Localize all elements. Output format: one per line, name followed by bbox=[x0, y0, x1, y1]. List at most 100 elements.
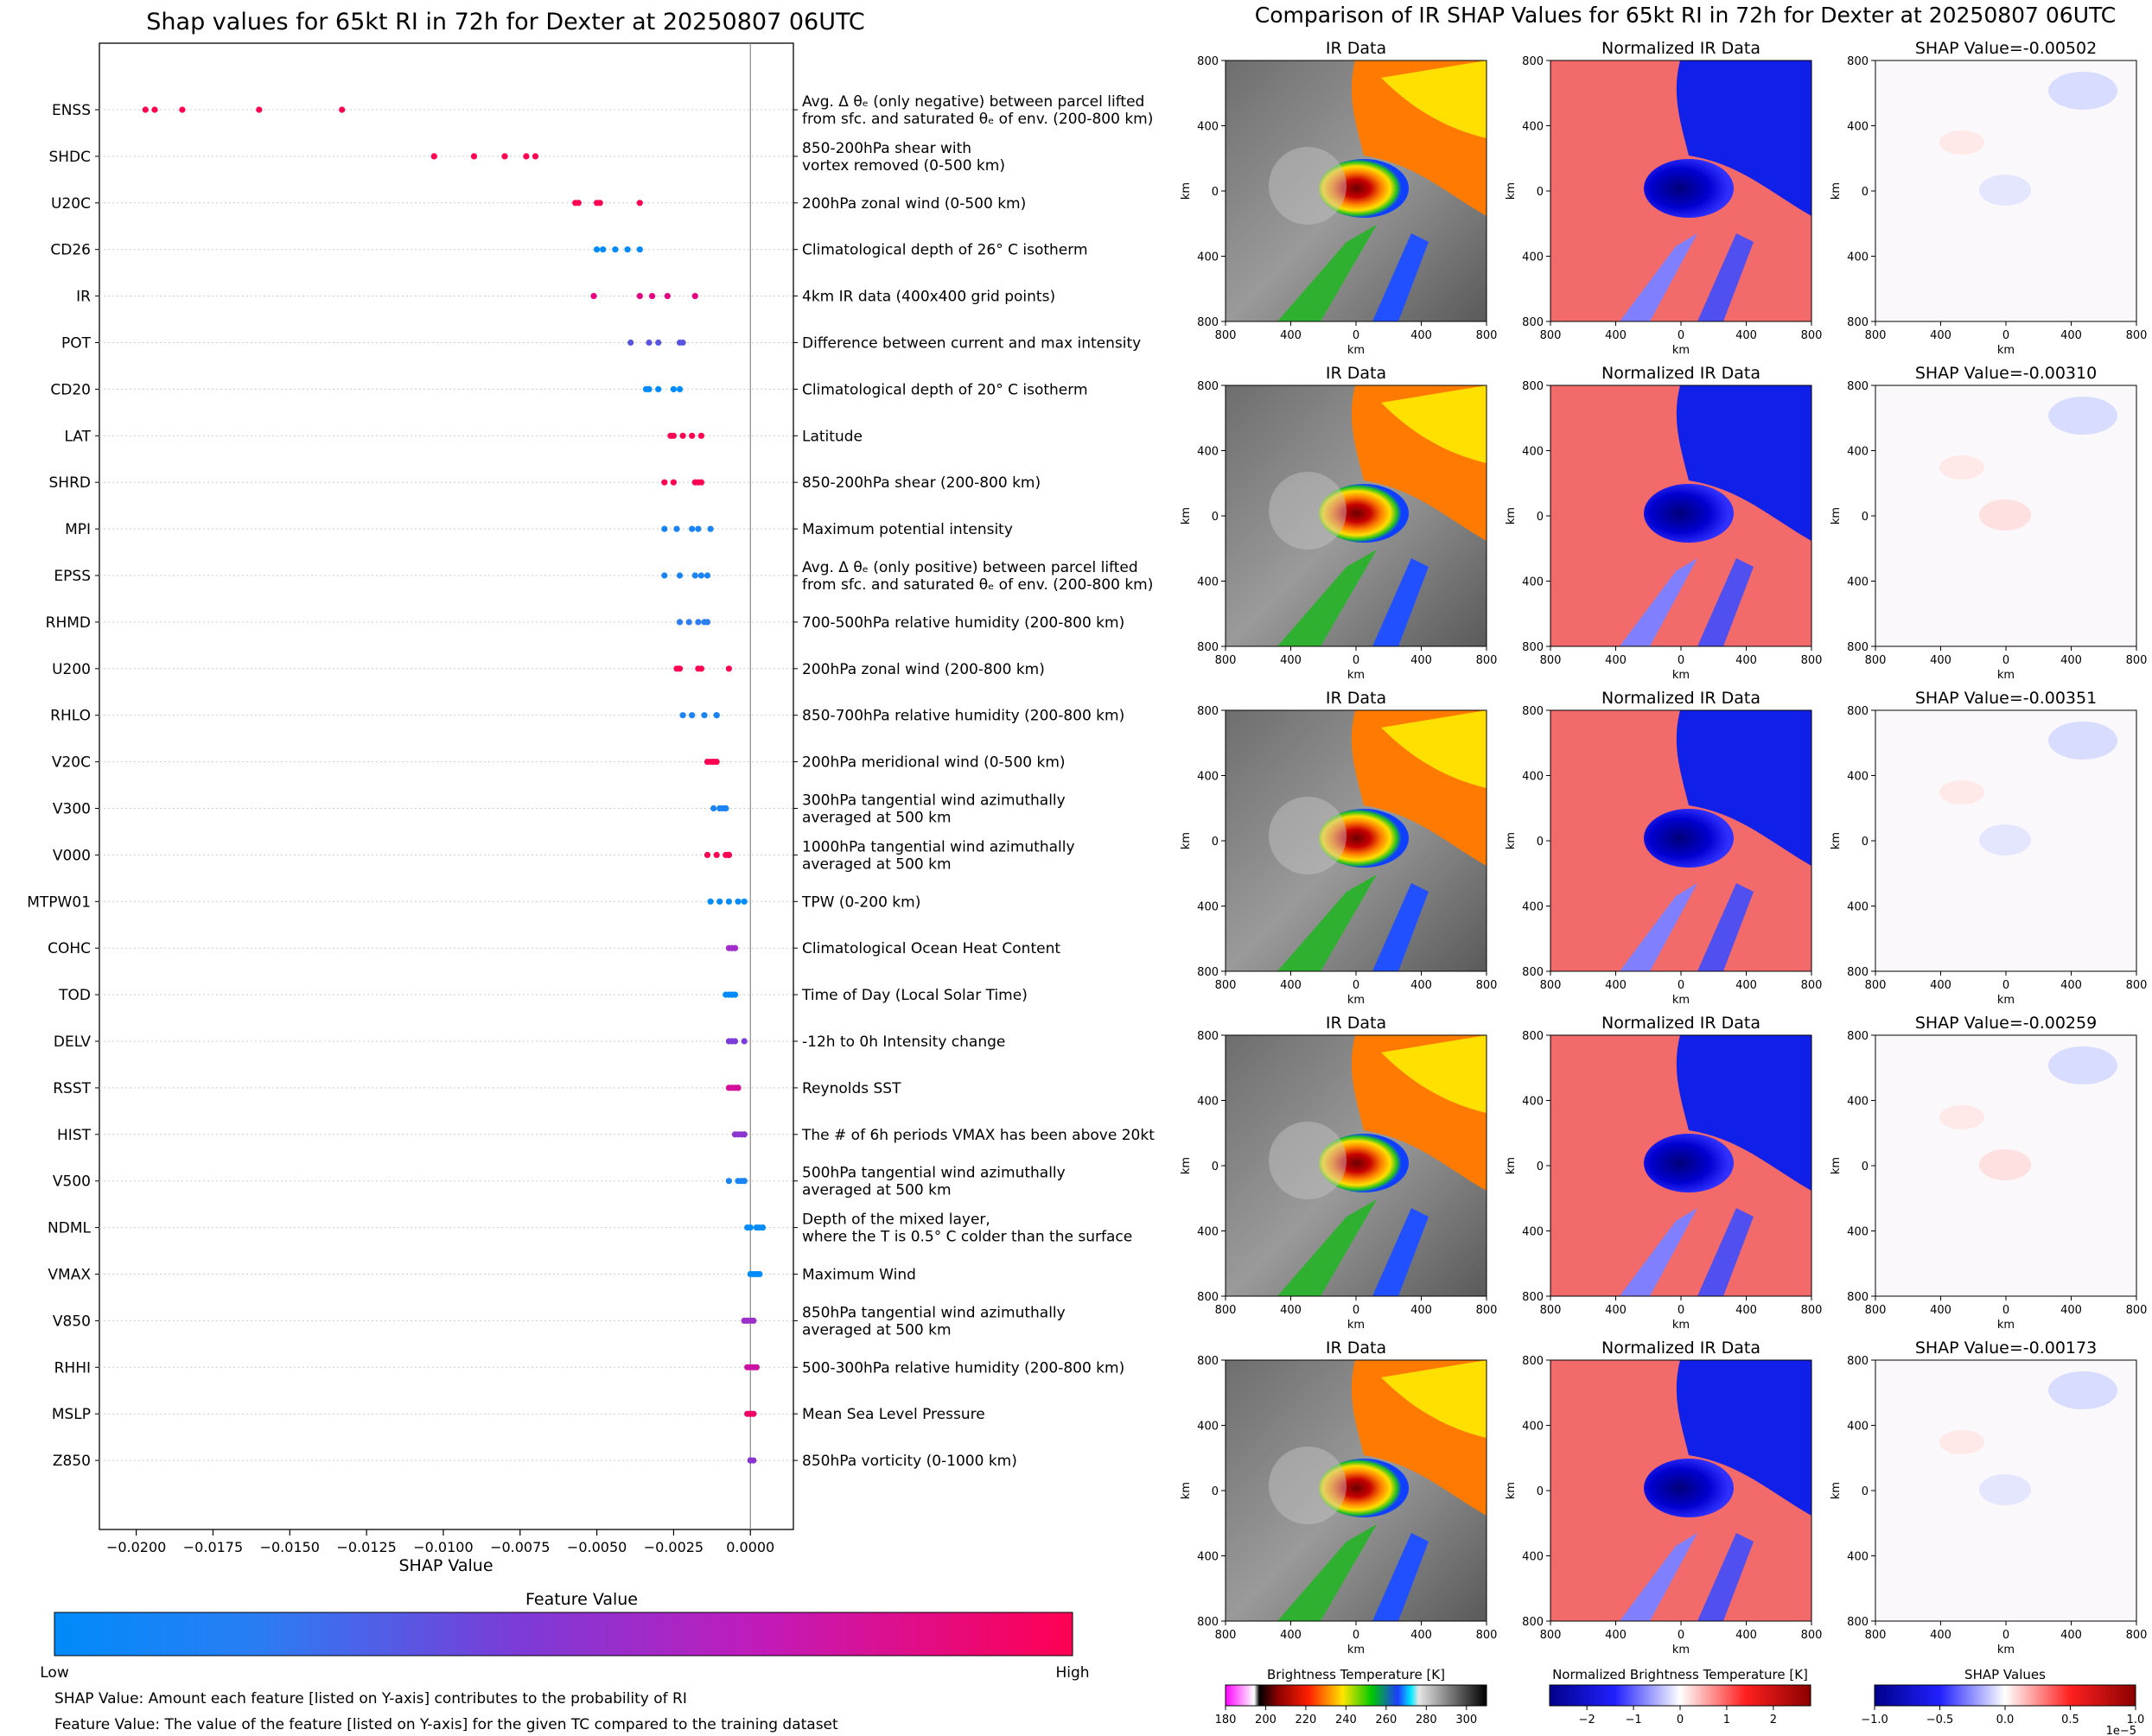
ir-rainband-south bbox=[1372, 1533, 1429, 1621]
shap-point bbox=[679, 339, 686, 347]
y-tick-label: 800 bbox=[1197, 380, 1219, 393]
x-axis-label: km bbox=[1347, 1319, 1365, 1332]
x-tick-label: 400 bbox=[1605, 1629, 1627, 1642]
y-tick-label: 800 bbox=[1197, 1355, 1219, 1368]
shap-point bbox=[735, 1084, 742, 1091]
feature-rows: ENSS Avg. Δ θₑ (only negative) between pa… bbox=[27, 93, 1155, 1470]
shap-point bbox=[691, 572, 698, 579]
x-tick-label: −0.0175 bbox=[183, 1539, 243, 1555]
bt-colorbar-bar bbox=[1225, 1684, 1487, 1707]
shap-point bbox=[759, 1224, 767, 1231]
y-axis-label: km bbox=[1180, 507, 1193, 525]
x-tick-label: 400 bbox=[1280, 654, 1302, 667]
norm-rainband-south bbox=[1697, 558, 1754, 646]
shap-point bbox=[750, 1457, 757, 1464]
feature-description: Reynolds SST bbox=[802, 1080, 901, 1097]
x-tick-label: 0 bbox=[1678, 979, 1684, 992]
y-tick-label: 800 bbox=[1847, 380, 1869, 393]
ir-swirl bbox=[1269, 1447, 1347, 1524]
x-axis-label: km bbox=[1997, 1644, 2015, 1657]
x-tick-label: 800 bbox=[1540, 979, 1562, 992]
x-tick-label: 800 bbox=[2126, 1304, 2148, 1317]
y-tick-label: 800 bbox=[1522, 380, 1544, 393]
panel-title: SHAP Value=-0.00310 bbox=[1915, 364, 2097, 383]
shap-point bbox=[725, 851, 733, 859]
ir-cloud-top bbox=[1381, 1360, 1487, 1438]
ir-swirl bbox=[1269, 147, 1347, 225]
y-tick-label: 800 bbox=[1847, 641, 1869, 654]
feature-description: Maximum potential intensity bbox=[802, 521, 1013, 538]
x-tick-label: 0 bbox=[1353, 329, 1359, 342]
feature-row: TOD Time of Day (Local Solar Time) bbox=[58, 987, 1028, 1004]
shap-point bbox=[741, 1131, 748, 1138]
y-tick-label: 400 bbox=[1522, 1096, 1544, 1109]
shap-point bbox=[689, 712, 696, 719]
norm-cold-region bbox=[1676, 710, 1811, 866]
shap-center-blob bbox=[1979, 824, 2031, 855]
ir-swirl bbox=[1269, 1122, 1347, 1199]
x-tick-label: 800 bbox=[1865, 329, 1887, 342]
y-tick-label: 400 bbox=[1197, 1421, 1219, 1434]
x-tick-label: 400 bbox=[1280, 1629, 1302, 1642]
ir-cloud-top bbox=[1381, 60, 1487, 138]
y-axis-label: km bbox=[1830, 1157, 1843, 1174]
x-tick-label: 800 bbox=[1215, 654, 1237, 667]
shap-point bbox=[697, 665, 705, 672]
feature-description: The # of 6h periods VMAX has been above … bbox=[801, 1127, 1155, 1144]
shap-negative-blob bbox=[2048, 72, 2117, 110]
shap-point bbox=[670, 479, 678, 486]
ir-cloud-top bbox=[1381, 1035, 1487, 1113]
x-axis-label: km bbox=[1997, 1319, 2015, 1332]
feature-name-label: MSLP bbox=[52, 1406, 91, 1423]
norm-storm-core bbox=[1644, 1134, 1734, 1192]
feature-description: Climatological Ocean Heat Content bbox=[802, 940, 1060, 957]
x-axis-label: km bbox=[1997, 994, 2015, 1007]
feature-name-label: MPI bbox=[65, 521, 91, 538]
norm-rainband-south bbox=[1697, 883, 1754, 971]
feature-name-label: U20C bbox=[51, 195, 91, 213]
x-axis-label: km bbox=[1347, 669, 1365, 682]
feature-description: Latitude bbox=[802, 428, 863, 445]
comparison-row: IR Data80080040040000400400800800kmkmNor… bbox=[1180, 1014, 2147, 1332]
y-tick-label: 400 bbox=[1847, 901, 1869, 914]
shap-point bbox=[716, 898, 723, 905]
beeswarm-x-label: SHAP Value bbox=[398, 1556, 493, 1575]
y-axis-label: km bbox=[1505, 1482, 1518, 1499]
colorbar-tick-label: 0.5 bbox=[2061, 1714, 2079, 1726]
panel-title: IR Data bbox=[1326, 39, 1386, 58]
y-axis-label: km bbox=[1505, 832, 1518, 849]
shap-point bbox=[741, 898, 748, 905]
norm-colorbar-label: Normalized Brightness Temperature [K] bbox=[1552, 1667, 1808, 1682]
y-tick-label: 800 bbox=[1847, 966, 1869, 979]
shap-point bbox=[430, 153, 437, 160]
x-tick-label: 400 bbox=[1280, 329, 1302, 342]
x-tick-label: 0 bbox=[2002, 1304, 2009, 1317]
x-tick-label: 400 bbox=[1930, 654, 1951, 667]
norm-storm-core bbox=[1644, 484, 1734, 543]
x-tick-label: 400 bbox=[1605, 979, 1627, 992]
y-tick-label: 400 bbox=[1197, 121, 1219, 134]
shap-point bbox=[731, 944, 739, 951]
feature-row: NDML Depth of the mixed layer,where the T… bbox=[48, 1211, 1132, 1246]
y-tick-label: 400 bbox=[1522, 251, 1544, 264]
x-tick-label: −0.0025 bbox=[644, 1539, 704, 1555]
y-tick-label: 800 bbox=[1522, 1355, 1544, 1368]
x-tick-label: 400 bbox=[1735, 329, 1757, 342]
y-tick-label: 400 bbox=[1522, 1551, 1544, 1564]
feature-name-label: SHRD bbox=[49, 474, 91, 492]
feature-description: averaged at 500 km bbox=[802, 1321, 952, 1339]
comparison-row: IR Data80080040040000400400800800kmkmNor… bbox=[1180, 364, 2147, 682]
y-tick-label: 400 bbox=[1522, 446, 1544, 459]
shap-point bbox=[689, 432, 696, 439]
x-tick-label: 400 bbox=[1605, 1304, 1627, 1317]
colorbar-tick-label: −1.0 bbox=[1861, 1714, 1888, 1726]
shap-point bbox=[646, 339, 653, 347]
norm-cold-region bbox=[1676, 1035, 1811, 1191]
shap-point bbox=[624, 246, 631, 253]
beeswarm-grid bbox=[99, 109, 793, 1461]
colorbar-tick-label: 180 bbox=[1215, 1714, 1237, 1726]
x-tick-label: 0 bbox=[1678, 654, 1684, 667]
y-tick-label: 400 bbox=[1847, 121, 1869, 134]
